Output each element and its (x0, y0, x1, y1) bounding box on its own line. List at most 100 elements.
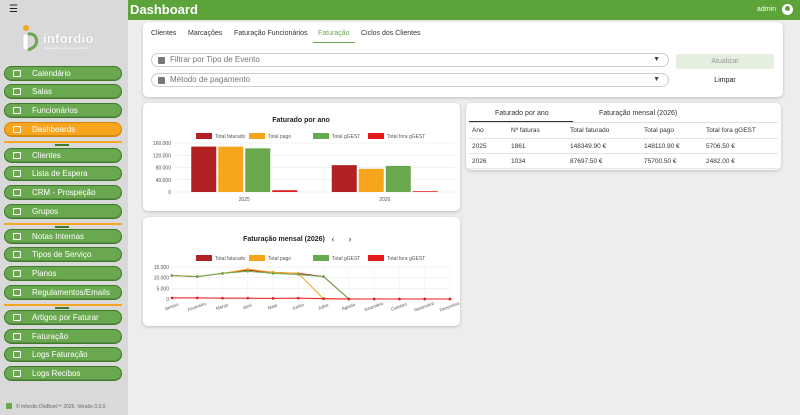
table-cell: 2026 (472, 158, 487, 165)
tab-faturacao-mensal[interactable]: Faturação mensal (2026) (599, 110, 678, 117)
receipt-icon (13, 370, 21, 377)
data-point (398, 297, 401, 301)
monthly-chart-card: Faturação mensal (2026) ‹ › Total faturado T… (143, 217, 461, 326)
legend-label: Total pago (268, 256, 291, 262)
divider-mark (55, 144, 69, 146)
legend-swatch (196, 133, 212, 139)
sidebar-item-funcionarios[interactable]: Funcionários (4, 103, 122, 118)
sidebar-item-logs-faturacao[interactable]: Logs Faturação (4, 347, 122, 362)
data-point (372, 297, 376, 301)
account-icon[interactable] (782, 4, 793, 15)
data-point (322, 297, 325, 300)
tab-faturado-ano[interactable]: Faturado por ano (495, 110, 549, 117)
table-cell: 1034 (511, 158, 526, 165)
data-point (423, 297, 427, 301)
sidebar-item-lista-espera[interactable]: Lista de Espera (4, 166, 122, 181)
sidebar-item-label: Grupos (32, 207, 59, 216)
tab-clientes[interactable]: Clientes (151, 30, 177, 37)
sidebar-item-logs-recibos[interactable]: Logs Recibos (4, 366, 122, 381)
filter-panel: Clientes Marcações Faturação Funcionário… (143, 22, 783, 97)
plan-icon (13, 270, 21, 277)
tab-faturacao-funcionarios[interactable]: Faturação Funcionários (234, 30, 308, 37)
footer-logo-icon (6, 403, 12, 409)
calendar-icon (13, 70, 21, 77)
y-tick-label: 0 (166, 297, 169, 303)
table-cell: 2025 (472, 143, 487, 150)
series-line (171, 268, 450, 300)
sidebar-item-label: Clientes (32, 151, 61, 160)
tab-faturacao[interactable]: Faturação (318, 30, 350, 37)
menu-icon[interactable]: ☰ (9, 4, 18, 15)
data-point (195, 296, 199, 300)
legend-label: Total gGEST (332, 256, 360, 262)
legend-swatch (249, 133, 265, 139)
bar (245, 148, 271, 192)
sidebar-item-salas[interactable]: Salas (4, 84, 122, 99)
bar (191, 146, 217, 192)
event-type-select[interactable]: Filtrar por Tipo de Evento ▼ (151, 53, 669, 67)
door-icon (13, 88, 21, 95)
y-tick-label: 160.000 (153, 141, 171, 147)
sidebar-item-label: Faturação (32, 332, 69, 341)
data-point (195, 275, 199, 278)
bar (358, 168, 384, 192)
legend-swatch (313, 133, 329, 139)
megaphone-icon (13, 189, 21, 196)
sidebar-item-calendario[interactable]: Calendário (4, 66, 122, 81)
tab-ciclos-clientes[interactable]: Ciclos dos Clientes (361, 30, 421, 37)
x-tick-label: Maio (267, 302, 278, 310)
sidebar-item-label: Notas Internas (32, 232, 85, 241)
table-header-cell: Ano (472, 127, 484, 134)
sidebar-item-notas[interactable]: Notas Internas (4, 229, 122, 244)
sidebar-item-regulamentos[interactable]: Regulamentos/Emails (4, 285, 122, 300)
data-point (221, 272, 224, 275)
payment-method-select[interactable]: Método de pagamento ▼ (151, 73, 669, 87)
sidebar-item-label: Funcionários (32, 106, 78, 115)
page-title: Dashboard (130, 2, 198, 17)
note-icon (13, 233, 21, 240)
data-point (246, 296, 250, 300)
x-tick-label: Janeiro (164, 302, 180, 312)
logo: infordio Advanced Development Solutions (22, 20, 112, 56)
log-icon (13, 351, 21, 358)
sidebar-item-dashboards[interactable]: Dashboards (4, 122, 122, 137)
tab-marcacoes[interactable]: Marcações (188, 30, 223, 37)
sidebar-item-planos[interactable]: Planos (4, 266, 122, 281)
event-type-placeholder: Filtrar por Tipo de Evento (170, 55, 260, 64)
sidebar-item-grupos[interactable]: Grupos (4, 204, 122, 219)
update-button[interactable]: Atualizar (676, 54, 774, 69)
x-tick-label: 2025 (239, 197, 250, 203)
bar (331, 165, 357, 192)
series-line (171, 270, 450, 300)
legend-label: Total fora gGEST (387, 134, 425, 140)
legend-swatch (313, 255, 329, 261)
sidebar-item-clientes[interactable]: Clientes (4, 148, 122, 163)
data-point (347, 297, 351, 301)
active-tab-indicator (469, 121, 573, 122)
list-icon (13, 251, 21, 258)
sidebar-item-tipos-servico[interactable]: Tipos de Serviço (4, 247, 122, 262)
sidebar-item-label: CRM - Prospeção (32, 188, 96, 197)
x-tick-label: Novembro (414, 301, 436, 313)
chart-title: Faturado por ano (272, 117, 330, 124)
x-tick-label: Julho (317, 302, 329, 311)
sidebar-item-artigos[interactable]: Artigos por Faturar (4, 310, 122, 325)
series-line (172, 297, 450, 300)
group-icon (13, 208, 21, 215)
sidebar-item-faturacao[interactable]: Faturação (4, 329, 122, 344)
sidebar-item-crm[interactable]: CRM - Prospeção (4, 185, 122, 200)
clear-button[interactable]: Limpar (714, 77, 736, 84)
chart-title: Faturação mensal (2026) (243, 236, 325, 243)
data-point (448, 297, 452, 301)
sidebar-item-label: Logs Faturação (32, 350, 88, 359)
user-name[interactable]: admin (756, 6, 776, 13)
mail-icon (13, 289, 21, 296)
data-point (322, 275, 325, 278)
user-icon (13, 107, 21, 114)
sidebar-item-label: Tipos de Serviço (32, 250, 92, 259)
legend-label: Total fora gGEST (387, 256, 425, 262)
table-header-cell: Total pago (644, 127, 674, 134)
monthly-line-chart: Faturação mensal (2026) ‹ › Total faturado T… (154, 234, 461, 313)
divider-mark (55, 226, 69, 228)
table-header-cell: Total fora gGEST (706, 127, 756, 134)
